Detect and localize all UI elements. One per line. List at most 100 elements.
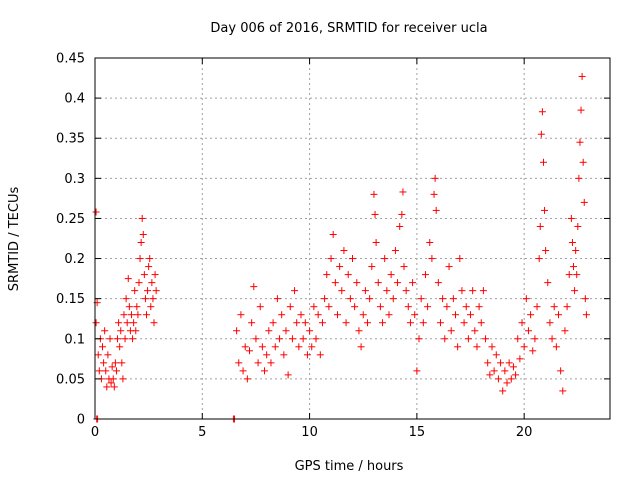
data-point	[104, 351, 112, 359]
data-point	[494, 375, 502, 383]
data-point	[411, 311, 419, 319]
data-point	[374, 279, 382, 287]
data-point	[479, 287, 487, 295]
data-point	[312, 335, 320, 343]
data-point	[271, 343, 279, 351]
y-tick-label: 0.45	[56, 52, 85, 67]
data-point	[409, 279, 417, 287]
data-point	[573, 271, 581, 279]
plot-frame	[94, 57, 611, 420]
data-point	[138, 214, 146, 222]
data-point	[430, 190, 438, 198]
data-point	[471, 327, 479, 335]
data-points	[92, 72, 590, 423]
data-point	[364, 319, 372, 327]
data-point	[361, 287, 369, 295]
y-tick-label: 0.25	[56, 212, 85, 227]
data-point	[460, 319, 468, 327]
x-axis-label: GPS time / hours	[295, 459, 404, 474]
data-point	[462, 303, 470, 311]
data-point	[92, 319, 100, 327]
data-point	[434, 279, 442, 287]
data-point	[417, 295, 425, 303]
data-point	[101, 327, 109, 335]
data-point	[456, 255, 464, 263]
data-point	[379, 319, 387, 327]
data-point	[254, 359, 262, 367]
data-point	[152, 287, 160, 295]
data-point	[95, 367, 103, 375]
data-point	[139, 230, 147, 238]
data-point	[443, 303, 451, 311]
y-axis-label: SRMTID / TECUs	[7, 187, 22, 292]
data-point	[486, 371, 494, 379]
data-point	[445, 263, 453, 271]
data-point	[389, 295, 397, 303]
data-point	[119, 375, 127, 383]
data-point	[114, 335, 122, 343]
data-point	[441, 335, 449, 343]
data-point	[574, 222, 582, 230]
data-point	[239, 367, 247, 375]
data-point	[484, 359, 492, 367]
data-point	[297, 311, 305, 319]
data-point	[419, 319, 427, 327]
data-point	[117, 327, 125, 335]
data-point	[428, 255, 436, 263]
data-point	[477, 319, 485, 327]
data-point	[548, 335, 556, 343]
data-point	[467, 311, 475, 319]
data-point	[103, 383, 111, 391]
data-point	[106, 335, 114, 343]
x-tick-labels: 0 5 10 15 20	[91, 425, 533, 440]
data-point	[116, 343, 124, 351]
data-point	[233, 327, 241, 335]
data-point	[371, 210, 379, 218]
data-point	[303, 351, 311, 359]
data-point	[327, 255, 335, 263]
data-point	[436, 319, 444, 327]
data-point	[376, 303, 384, 311]
data-point	[112, 367, 120, 375]
x-tick-label: 20	[516, 425, 533, 440]
data-point	[406, 319, 414, 327]
data-point	[301, 319, 309, 327]
data-point	[121, 335, 129, 343]
data-point	[497, 359, 505, 367]
data-point	[582, 311, 590, 319]
data-point	[535, 255, 543, 263]
data-point	[273, 295, 281, 303]
data-point	[263, 351, 271, 359]
data-point	[122, 295, 130, 303]
data-point	[280, 351, 288, 359]
data-point	[458, 287, 466, 295]
data-point	[357, 343, 365, 351]
data-point	[316, 351, 324, 359]
data-point	[306, 327, 314, 335]
data-point	[150, 319, 158, 327]
data-point	[134, 311, 142, 319]
data-point	[130, 319, 138, 327]
data-point	[144, 287, 152, 295]
data-point	[565, 271, 573, 279]
data-point	[570, 263, 578, 271]
data-point	[143, 311, 150, 319]
data-point	[102, 367, 110, 375]
data-point	[342, 319, 350, 327]
data-point	[241, 343, 249, 351]
data-point	[490, 367, 498, 375]
y-tick-label: 0.15	[56, 292, 85, 307]
data-point	[359, 311, 367, 319]
data-point	[567, 214, 575, 222]
data-point	[235, 359, 243, 367]
data-point	[261, 367, 269, 375]
data-point	[256, 303, 264, 311]
data-point	[366, 295, 374, 303]
data-point	[108, 363, 116, 371]
data-point	[123, 319, 131, 327]
data-point	[400, 263, 408, 271]
data-point	[531, 335, 539, 343]
data-point	[383, 287, 391, 295]
data-point	[140, 271, 148, 279]
